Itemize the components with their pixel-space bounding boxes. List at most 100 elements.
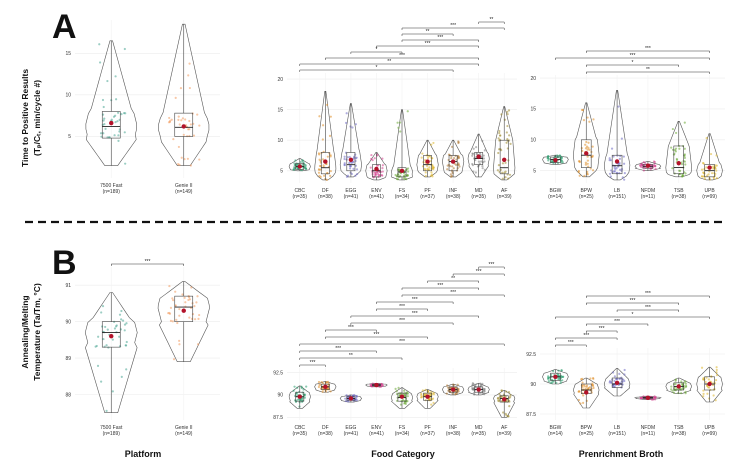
sig-label: ** (387, 59, 391, 65)
data-point (683, 156, 686, 159)
data-point (618, 372, 621, 376)
data-point (471, 384, 474, 387)
data-point (450, 174, 454, 178)
category-label: Genie II (175, 425, 193, 431)
violin-8 (493, 106, 516, 181)
category-n-label: (n=34) (395, 194, 410, 200)
data-point (592, 386, 595, 390)
category-label: MD (475, 188, 483, 194)
data-point (99, 132, 103, 135)
bottom-label-food: Food Category (371, 449, 435, 459)
data-point (577, 390, 580, 393)
data-point (374, 172, 377, 175)
data-point (678, 147, 681, 150)
data-point (176, 321, 179, 325)
sig-label: *** (476, 269, 482, 275)
data-point (671, 127, 674, 131)
data-point (680, 392, 683, 395)
data-point (472, 147, 475, 150)
category-n-label: (n=39) (497, 431, 512, 437)
sig-bracket (555, 57, 710, 60)
data-point (355, 168, 359, 171)
data-point (547, 376, 550, 379)
sig-label: * (632, 312, 634, 318)
data-point (98, 61, 102, 64)
data-point (101, 305, 105, 308)
sig-bracket (299, 357, 403, 360)
data-point (671, 167, 674, 170)
category-label: Genie II (175, 183, 193, 189)
sig-bracket (452, 273, 505, 276)
data-point (321, 390, 324, 393)
category-label: 7500 Fast (100, 425, 123, 431)
data-point (343, 157, 346, 161)
data-point (506, 110, 509, 113)
data-point (446, 386, 450, 389)
data-point (102, 119, 105, 122)
ylabel-b-line1: Annealing/Melting (20, 295, 30, 368)
category-label: ENV (371, 188, 382, 194)
violin-1 (573, 377, 600, 409)
mean-point (584, 151, 589, 156)
data-point (381, 170, 384, 173)
category-label: EGG (345, 188, 356, 194)
data-point (188, 316, 191, 319)
data-point (171, 297, 174, 300)
data-point (481, 167, 484, 170)
category-n-label: (n=149) (175, 431, 193, 437)
data-point (582, 394, 585, 397)
violin-7 (467, 382, 490, 396)
data-point (577, 171, 580, 174)
sig-label: *** (645, 291, 651, 297)
sig-bracket (299, 343, 505, 346)
data-point (197, 317, 200, 320)
category-n-label: (n=151) (608, 431, 626, 437)
data-point (642, 160, 645, 164)
data-point (707, 378, 710, 381)
sig-bracket (299, 350, 377, 353)
y-tick-label: 92.5 (526, 352, 536, 358)
category-n-label: (n=35) (292, 194, 307, 200)
data-point (113, 134, 116, 137)
y-tick-label: 15 (65, 51, 71, 57)
data-point (622, 155, 625, 158)
mean-point (450, 159, 456, 164)
data-point (715, 374, 719, 377)
data-point (620, 137, 623, 140)
y-tick-label: 5 (533, 168, 536, 174)
violin-0 (85, 40, 137, 166)
data-point (450, 169, 454, 172)
data-point (578, 160, 581, 163)
data-point (193, 318, 197, 321)
data-point (612, 384, 615, 387)
sig-bracket (111, 263, 184, 266)
violin-4 (391, 109, 413, 181)
data-point (715, 366, 718, 369)
mean-point (450, 387, 456, 392)
data-point (551, 380, 554, 383)
mean-point (553, 157, 558, 163)
data-point (343, 163, 346, 166)
data-point (653, 395, 656, 398)
data-point (406, 174, 409, 177)
data-point (292, 389, 295, 392)
data-point (712, 177, 716, 180)
data-point (106, 79, 109, 83)
data-point (402, 399, 405, 402)
data-point (116, 120, 119, 123)
data-point (188, 134, 191, 138)
data-point (345, 112, 348, 115)
data-point (560, 369, 563, 372)
data-point (702, 395, 705, 398)
data-point (473, 393, 476, 396)
data-point (125, 322, 128, 325)
data-point (498, 129, 501, 133)
category-label: UPB (704, 425, 715, 431)
data-point (508, 396, 511, 399)
data-point (317, 380, 321, 384)
data-point (352, 156, 356, 159)
data-point (321, 138, 324, 141)
data-point (623, 162, 626, 165)
data-point (298, 399, 301, 402)
data-point (445, 384, 449, 387)
